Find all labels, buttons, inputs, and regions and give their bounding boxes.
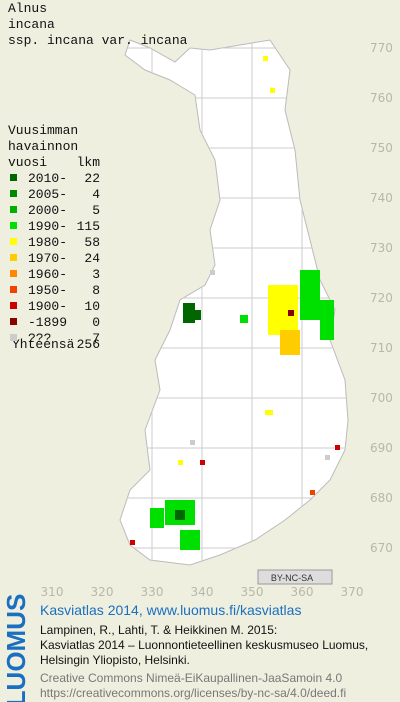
legend-label: 2000- xyxy=(28,203,67,218)
legend-label: 1960- xyxy=(28,267,67,282)
y-tick-label: 700 xyxy=(370,391,393,405)
legend-swatch xyxy=(10,254,17,261)
y-tick-label: 740 xyxy=(370,191,393,205)
obs xyxy=(335,445,340,450)
license-line: Creative Commons Nimeä-EiKaupallinen-Jaa… xyxy=(40,671,342,685)
legend-swatch xyxy=(10,318,17,325)
legend-count: 5 xyxy=(92,203,100,218)
legend-count: 22 xyxy=(84,171,100,186)
obs xyxy=(325,455,330,460)
obs xyxy=(263,56,268,61)
obs xyxy=(200,460,205,465)
legend-label: 2005- xyxy=(28,187,67,202)
legend-swatch xyxy=(10,190,17,197)
obs xyxy=(180,530,200,550)
legend-label: 2010- xyxy=(28,171,67,186)
legend-total: 256 xyxy=(77,337,100,352)
y-tick-label: 770 xyxy=(370,41,393,55)
obs xyxy=(310,490,315,495)
obs xyxy=(190,440,195,445)
legend-swatch xyxy=(10,334,17,341)
y-tick-label: 730 xyxy=(370,241,393,255)
obs xyxy=(210,270,215,275)
legend-label: 1990- xyxy=(28,219,67,234)
legend-count: 4 xyxy=(92,187,100,202)
title: Alnus xyxy=(8,1,47,16)
observations xyxy=(130,56,340,550)
y-tick-label: 760 xyxy=(370,91,393,105)
legend-title: havainnon xyxy=(8,139,78,154)
legend-swatch xyxy=(10,174,17,181)
obs xyxy=(193,310,201,320)
legend-count: 58 xyxy=(84,235,100,250)
footer-line: Lampinen, R., Lahti, T. & Heikkinen M. 2… xyxy=(40,623,277,637)
obs xyxy=(130,540,135,545)
legend-header: vuosi xyxy=(8,155,47,170)
x-tick-label: 320 xyxy=(91,585,114,599)
legend-swatch xyxy=(10,238,17,245)
obs xyxy=(178,460,183,465)
y-tick-label: 670 xyxy=(370,541,393,555)
legend-swatch xyxy=(10,302,17,309)
x-tick-label: 370 xyxy=(341,585,364,599)
obs xyxy=(240,315,248,323)
obs xyxy=(280,330,300,355)
x-tick-label: 340 xyxy=(191,585,214,599)
obs xyxy=(175,510,185,520)
license-badge: BY-NC-SA xyxy=(271,573,313,583)
legend-label: 1980- xyxy=(28,235,67,250)
legend-header: lkm xyxy=(77,155,101,170)
y-tick-label: 710 xyxy=(370,341,393,355)
legend-count: 3 xyxy=(92,267,100,282)
legend-label: 1970- xyxy=(28,251,67,266)
legend-label: 1950- xyxy=(28,283,67,298)
x-tick-label: 310 xyxy=(41,585,64,599)
y-tick-label: 690 xyxy=(370,441,393,455)
x-tick-label: 330 xyxy=(141,585,164,599)
obs xyxy=(150,508,164,528)
legend-title: Vuusimman xyxy=(8,123,78,138)
legend-label: -1899 xyxy=(28,315,67,330)
legend-count: 10 xyxy=(84,299,100,314)
x-tick-label: 360 xyxy=(291,585,314,599)
obs xyxy=(288,310,294,316)
license-line: https://creativecommons.org/licenses/by-… xyxy=(40,686,346,700)
legend-count: 8 xyxy=(92,283,100,298)
y-tick-label: 750 xyxy=(370,141,393,155)
title: incana xyxy=(8,17,55,32)
obs xyxy=(265,410,273,415)
y-tick-label: 680 xyxy=(370,491,393,505)
legend-swatch xyxy=(10,206,17,213)
brand: LUOMUS xyxy=(1,594,31,702)
footer-line: Kasviatlas 2014 – Luonnontieteellinen ke… xyxy=(40,638,368,652)
y-tick-label: 720 xyxy=(370,291,393,305)
legend-count: 7 xyxy=(92,331,100,346)
footer-line: Helsingin Yliopisto, Helsinki. xyxy=(40,653,190,667)
x-tick-label: 350 xyxy=(241,585,264,599)
obs xyxy=(183,303,195,323)
legend-total-label: Yhteensä xyxy=(12,337,75,352)
legend-label: 1900- xyxy=(28,299,67,314)
legend-count: 115 xyxy=(77,219,100,234)
title: ssp. incana var. incana xyxy=(8,33,188,48)
legend-label: ??? xyxy=(28,331,51,346)
legend-swatch xyxy=(10,270,17,277)
footer-heading: Kasviatlas 2014, www.luomus.fi/kasviatla… xyxy=(40,602,301,618)
legend-swatch xyxy=(10,222,17,229)
obs xyxy=(320,300,334,340)
legend-count: 0 xyxy=(92,315,100,330)
obs xyxy=(270,88,275,93)
legend-count: 24 xyxy=(84,251,100,266)
license-badge-box xyxy=(257,569,333,585)
obs xyxy=(300,270,320,320)
legend-swatch xyxy=(10,286,17,293)
